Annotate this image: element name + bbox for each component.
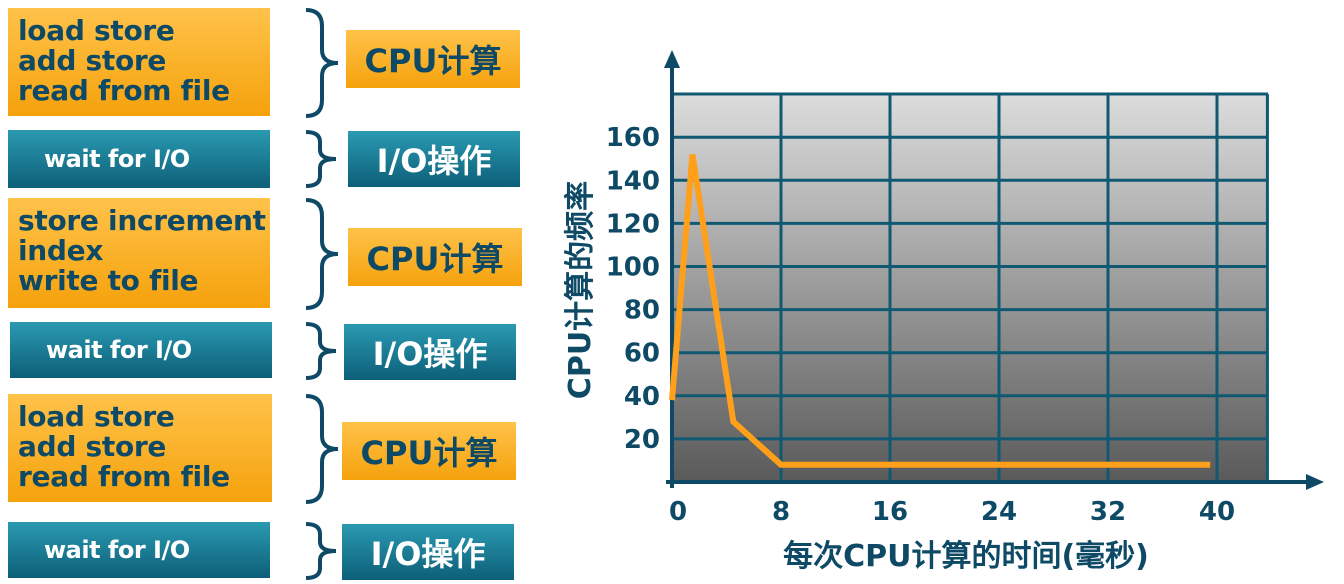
x-tick-label: 32 xyxy=(1090,497,1126,527)
io-block-1: wait for I/O xyxy=(8,130,270,188)
io-block-2: wait for I/O xyxy=(10,322,272,378)
code-line: load store xyxy=(18,400,175,433)
x-tick-labels: 0 8 16 24 32 40 xyxy=(669,497,1235,527)
axes xyxy=(664,50,1324,490)
cpu-label-text: CPU计算 xyxy=(364,42,502,80)
y-tick-label: 80 xyxy=(624,296,660,326)
y-tick-label: 40 xyxy=(624,382,660,412)
brace-4 xyxy=(305,322,337,380)
plot-area xyxy=(672,94,1268,482)
cpu-code-block-1: load store add store read from file xyxy=(8,8,270,116)
code-line: write to file xyxy=(18,264,199,297)
brace-2 xyxy=(305,130,337,188)
y-axis-title: CPU计算的频率 xyxy=(563,181,598,399)
code-line: read from file xyxy=(18,460,230,493)
cpu-label-text: CPU计算 xyxy=(366,240,504,278)
y-tick-label: 20 xyxy=(624,425,660,455)
x-tick-label: 16 xyxy=(872,497,908,527)
io-block-3: wait for I/O xyxy=(8,522,270,578)
io-label-text: I/O操作 xyxy=(376,142,492,180)
y-tick-label: 140 xyxy=(606,166,660,196)
brace-1 xyxy=(305,8,339,118)
cpu-label-2: CPU计算 xyxy=(348,228,522,286)
code-line: index xyxy=(18,234,104,267)
y-tick-label: 120 xyxy=(606,209,660,239)
y-tick-label: 160 xyxy=(606,123,660,153)
io-line: wait for I/O xyxy=(44,145,190,173)
code-line: store increment xyxy=(18,204,266,237)
io-label-3: I/O操作 xyxy=(342,524,514,580)
cpu-label-1: CPU计算 xyxy=(346,30,520,88)
io-line: wait for I/O xyxy=(44,536,190,564)
x-tick-label: 0 xyxy=(669,497,687,527)
code-line: add store xyxy=(18,44,167,77)
cpu-code-block-2: store increment index write to file xyxy=(8,198,270,308)
x-tick-label: 24 xyxy=(981,497,1017,527)
y-tick-label: 100 xyxy=(606,253,660,283)
io-label-2: I/O操作 xyxy=(344,324,516,380)
brace-5 xyxy=(305,394,339,504)
x-axis-title: 每次CPU计算的时间(毫秒) xyxy=(783,539,1149,574)
x-axis-arrow xyxy=(1306,474,1324,490)
brace-3 xyxy=(305,198,339,310)
frequency-curve xyxy=(669,153,1211,468)
io-line: wait for I/O xyxy=(46,336,192,364)
io-label-text: I/O操作 xyxy=(370,535,486,573)
cpu-label-text: CPU计算 xyxy=(360,434,498,472)
code-line: read from file xyxy=(18,74,230,107)
x-tick-label: 8 xyxy=(772,497,790,527)
y-tick-labels: 20 40 60 80 100 120 140 160 xyxy=(606,123,660,455)
code-line: add store xyxy=(18,430,167,463)
code-line: load store xyxy=(18,14,175,47)
y-tick-label: 60 xyxy=(624,339,660,369)
y-axis-arrow xyxy=(664,50,680,68)
io-label-text: I/O操作 xyxy=(372,335,488,373)
cpu-label-3: CPU计算 xyxy=(342,422,516,480)
x-tick-label: 40 xyxy=(1199,497,1235,527)
io-label-1: I/O操作 xyxy=(348,131,520,187)
cpu-code-block-3: load store add store read from file xyxy=(8,394,272,502)
brace-6 xyxy=(305,522,337,580)
